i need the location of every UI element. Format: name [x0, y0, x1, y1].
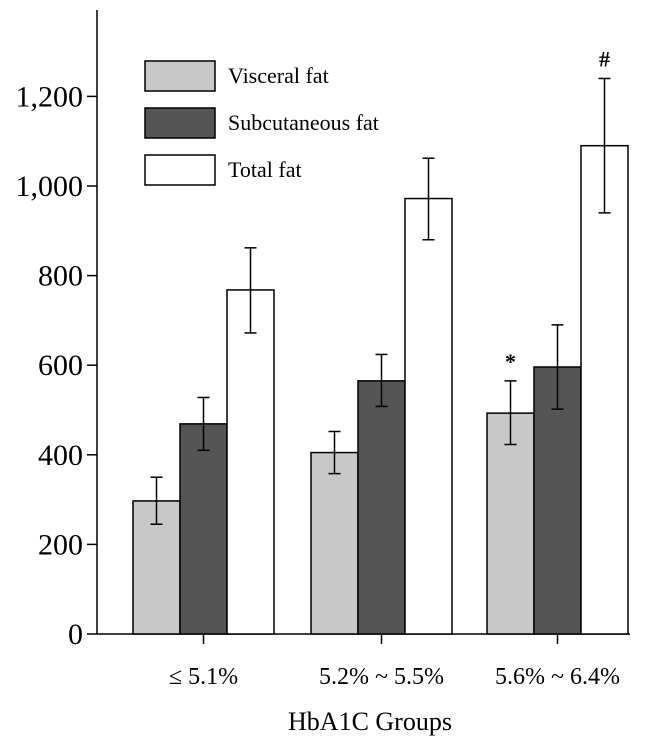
x-tick-label: 5.2% ~ 5.5%: [319, 664, 444, 690]
bar: [179, 423, 228, 635]
annotations: *#: [505, 46, 610, 373]
legend-label: Visceral fat: [228, 63, 329, 88]
y-tick-label: 600: [38, 349, 83, 382]
x-ticks: ≤ 5.1% 5.2% ~ 5.5% 5.6% ~ 6.4%: [169, 634, 620, 690]
error-bars: [150, 77, 611, 525]
legend-swatch: [144, 154, 216, 186]
y-ticks: 0 200 400 600 800 1,000 1,200: [16, 80, 97, 651]
y-tick-label: 1,200: [16, 80, 84, 113]
legend-swatch: [144, 107, 216, 139]
y-tick-label: 400: [38, 439, 83, 472]
y-tick-label: 0: [68, 618, 83, 651]
bars: [132, 144, 629, 635]
bar: [404, 197, 453, 635]
y-tick-label: 200: [38, 528, 83, 561]
x-axis-label: HbA1C Groups: [288, 707, 452, 736]
legend-label: Total fat: [228, 157, 302, 182]
bar: [357, 380, 406, 635]
legend-label: Subcutaneous fat: [228, 110, 379, 135]
bar: [580, 144, 629, 635]
y-tick-label: 800: [38, 260, 83, 293]
significance-marker: *: [505, 349, 516, 374]
y-tick-label: 1,000: [16, 170, 84, 203]
bar: [486, 412, 535, 635]
x-tick-label: ≤ 5.1%: [169, 664, 238, 690]
x-tick-label: 5.6% ~ 6.4%: [495, 664, 620, 690]
legend-swatch: [144, 60, 216, 92]
bar: [226, 289, 275, 635]
legend: Visceral fat Subcutaneous fat Total fat: [144, 60, 379, 186]
significance-marker: #: [599, 46, 610, 71]
bar: [310, 451, 359, 635]
